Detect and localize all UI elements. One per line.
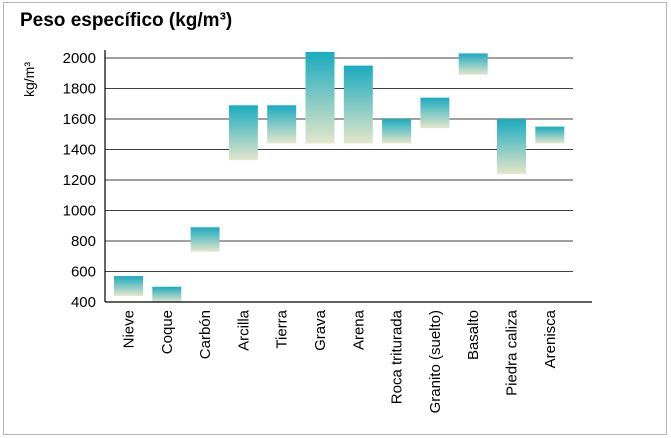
bar [228, 105, 258, 161]
x-tick-label: Basalto [465, 310, 482, 360]
x-tick-label: Roca triturada [389, 309, 406, 404]
y-tick-label: 1800 [63, 81, 96, 98]
x-tick-label: Granito (suelto) [427, 310, 444, 413]
bar [535, 126, 565, 144]
x-tick-label: Arcilla [235, 309, 252, 350]
x-tick-label: Arenisca [542, 309, 559, 368]
chart-title: Peso específico (kg/m³) [20, 10, 232, 32]
y-tick-labels: 400 600 800 1000 1200 1400 1600 1800 2000 [63, 50, 96, 311]
gridlines [105, 57, 573, 272]
x-tick-label: Coque [159, 310, 176, 354]
axes [104, 50, 592, 303]
x-tick-label: Carbón [197, 310, 214, 359]
bar [114, 276, 143, 296]
y-tick-label: 800 [71, 233, 96, 250]
y-axis-label: kg/m³ [21, 62, 37, 97]
bar [190, 227, 220, 252]
bar [152, 286, 182, 302]
x-tick-label: Grava [312, 309, 329, 351]
x-tick-label: Nieve [121, 310, 138, 348]
bars [114, 51, 565, 302]
x-tick-label: Piedra caliza [504, 309, 521, 396]
bar [420, 97, 450, 129]
chart-title-unit: (kg/m³) [168, 10, 233, 31]
y-tick-label: 400 [71, 294, 96, 311]
y-tick-label: 1200 [63, 172, 96, 189]
bar [343, 65, 373, 144]
bar [305, 51, 335, 144]
y-tick-label: 1400 [63, 142, 96, 159]
bar [458, 53, 488, 75]
bar [382, 119, 412, 144]
x-tick-labels: Nieve Coque Carbón Arcilla Tierra Grava Arena R… [121, 309, 559, 413]
y-tick-label: 2000 [63, 50, 96, 67]
y-tick-label: 600 [71, 264, 96, 281]
chart-frame [3, 2, 667, 435]
bar [497, 119, 526, 174]
chart-title-text: Peso específico [20, 10, 164, 31]
y-tick-label: 1000 [63, 203, 96, 220]
y-tick-label: 1600 [63, 111, 96, 128]
bar [267, 105, 297, 144]
x-tick-label: Arena [350, 309, 367, 350]
x-tick-label: Tierra [274, 309, 291, 348]
